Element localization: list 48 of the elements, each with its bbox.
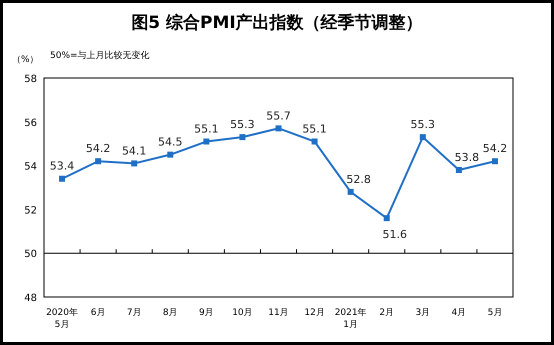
y-tick-label: 54 [24,162,37,173]
point [131,160,138,166]
y-axis-title: （%） [12,55,39,65]
point [420,134,426,140]
x-tick-label: 8月 [162,308,178,318]
point [312,138,318,145]
data-label: 51.6 [382,228,407,242]
point [95,158,102,164]
y-tick-label: 50 [24,249,37,260]
data-label: 54.1 [122,144,146,158]
data-label: 52.8 [346,172,371,186]
x-tick-label: 12月 [304,308,325,318]
x-tick-label: 6月 [90,308,106,318]
data-label: 54.5 [158,136,183,149]
data-label: 55.3 [230,118,255,132]
y-tick-label: 56 [24,118,37,129]
x-tick-label: 5月 [488,308,502,318]
data-label: 54.2 [86,142,110,156]
data-label: 53.4 [50,160,74,173]
data-label: 54.2 [482,142,508,156]
text: 50%=与上月比较无变化 [50,50,150,61]
x-tick-label: 3月 [415,308,430,318]
point [492,158,498,164]
data-label: 53.8 [454,150,480,164]
y-tick-label: 52 [24,205,37,216]
data-label: 55.7 [266,109,291,122]
point [167,152,174,158]
data-label: 55.3 [410,118,436,132]
x-tick-label: 9月 [198,308,214,318]
x-tick-label: 11月 [268,308,289,318]
point [348,188,354,195]
x-tick-label: 4月 [452,308,466,318]
x-tick-label: 2021年 1月 [334,307,367,330]
y-tick-label: 48 [24,293,37,304]
y-tick-label: 58 [24,74,37,85]
point [384,215,390,222]
point [276,125,282,132]
x-tick-label: 10月 [232,308,253,318]
x-tick-label: 7月 [126,308,142,318]
x-tick-label: 2020年 5月 [46,307,78,330]
data-label: 55.1 [302,122,327,136]
point [239,134,246,140]
data-label: 55.1 [194,122,219,136]
point [456,166,462,173]
point [59,176,66,182]
point [203,138,210,145]
x-tick-label: 2月 [379,308,394,318]
chart-title: 图5 综合PMI产出指数（经季节调整） [131,13,423,33]
